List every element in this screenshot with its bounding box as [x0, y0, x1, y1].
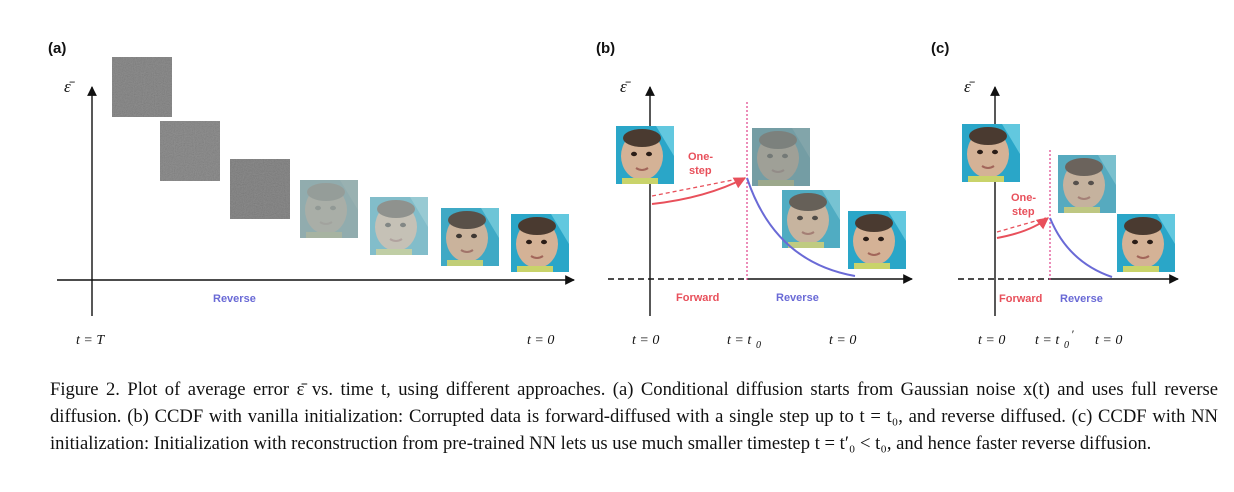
panel-a-label: (a)	[48, 40, 66, 57]
panel-b-one-step-line	[651, 177, 744, 197]
panel-b-y-axis-label: ε̄	[620, 77, 632, 96]
panel-a-y-axis-label: ε̄	[64, 77, 76, 96]
panel-c-y-axis-label: ε̄	[964, 77, 976, 96]
panel-b-clean-image	[847, 210, 907, 270]
panel-b-forward-curve	[651, 177, 747, 205]
panel-b-corrupted-image	[615, 125, 675, 185]
panel-c-time-prime-mark: ′	[1071, 327, 1074, 341]
panel-c-label: (c)	[931, 40, 949, 57]
panel-c-time-t0-subscript: 0	[1064, 340, 1069, 351]
panel-c-forward-label: Forward	[999, 293, 1042, 305]
panel-b-reverse-curve	[746, 177, 856, 277]
panel-b: (b) ε̄ One- step Forward Reverse t = 0 t…	[596, 40, 913, 351]
panel-b-time-end: t = 0	[829, 333, 856, 348]
panel-b-label: (b)	[596, 40, 615, 57]
panel-c-time-end: t = 0	[1095, 333, 1122, 348]
panel-c-time-t0-prime: t = t	[1035, 333, 1060, 348]
panel-b-time-start: t = 0	[632, 333, 659, 348]
panel-b-forward-label: Forward	[676, 292, 719, 304]
clean-image	[510, 213, 570, 273]
figure-caption: Figure 2. Plot of average error ε̄ vs. t…	[50, 379, 1218, 454]
panel-c-one-step-line	[996, 217, 1047, 233]
panel-b-one-step-label-line1: One-	[688, 151, 713, 163]
panel-a-time-end: t = 0	[527, 333, 554, 348]
panel-c-forward-curve	[996, 217, 1049, 239]
panel-c-time-start: t = 0	[978, 333, 1005, 348]
panel-c-clean-image	[1116, 213, 1176, 273]
panel-c-nn-reconstruction-image	[961, 123, 1021, 183]
panel-b-one-step-label-line2: step	[689, 165, 712, 177]
panel-c-reverse-label: Reverse	[1060, 293, 1103, 305]
panel-b-time-t0: t = t	[727, 333, 752, 348]
panel-b-time-t0-subscript: 0	[756, 340, 761, 351]
panel-a-reverse-label: Reverse	[213, 293, 256, 305]
partially-denoised-image-2	[369, 196, 429, 256]
panel-c-noised-image	[1057, 154, 1117, 214]
panel-a-time-start: t = T	[76, 333, 105, 348]
panel-a: (a) ε̄ Reverse t = T t = 0	[48, 40, 575, 348]
panel-c-one-step-label-line2: step	[1012, 206, 1035, 218]
panel-c-one-step-label-line1: One-	[1011, 192, 1036, 204]
figure-2: (a) ε̄ Reverse t = T t = 0 (b)	[48, 40, 1179, 351]
partially-denoised-image-1	[299, 179, 359, 239]
panel-b-reverse-label: Reverse	[776, 292, 819, 304]
panel-b-partially-denoised-image	[781, 189, 841, 249]
panel-c-reverse-curve	[1049, 217, 1113, 278]
panel-c: (c) ε̄ One- step Forward Reverse t = 0 t…	[931, 40, 1179, 351]
partially-denoised-image-3	[440, 207, 500, 267]
